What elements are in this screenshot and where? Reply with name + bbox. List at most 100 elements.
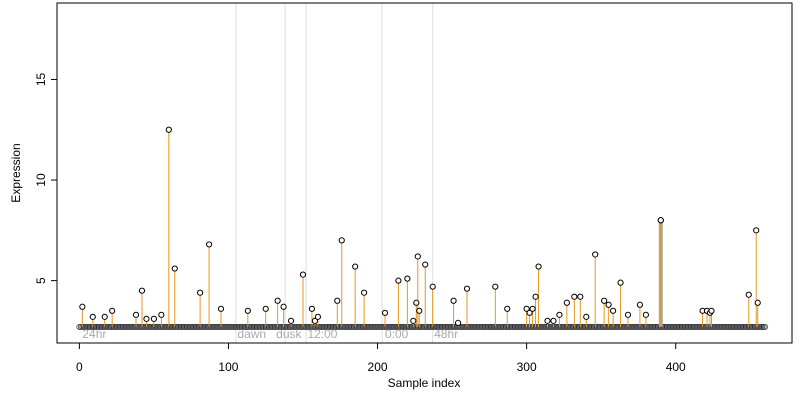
baseline-point	[276, 323, 283, 330]
baseline-point	[723, 323, 730, 330]
baseline-point	[261, 323, 268, 330]
data-point-41	[523, 305, 530, 312]
annotations: 24hr dawn dusk 12:00 0:00 48hr	[82, 327, 458, 341]
baseline-point	[635, 323, 642, 330]
baseline-point	[134, 323, 141, 330]
baseline-point	[320, 323, 327, 330]
baseline-point	[650, 323, 657, 330]
data-point-7	[150, 315, 158, 322]
data-point-59	[636, 301, 644, 308]
baseline-point	[741, 323, 748, 330]
baseline-point	[234, 323, 241, 330]
baseline-point	[222, 323, 229, 330]
baseline-point	[167, 323, 174, 330]
baseline-point	[164, 323, 171, 330]
baseline-point	[738, 323, 745, 330]
baseline-point	[252, 323, 259, 330]
baseline-point	[325, 323, 332, 330]
baseline-point	[313, 323, 320, 330]
baseline-point	[481, 323, 488, 330]
baseline-point	[543, 323, 549, 330]
baseline-point	[599, 323, 606, 330]
baseline-point	[246, 323, 253, 330]
baseline-point	[729, 323, 736, 330]
baseline-point	[713, 323, 719, 330]
y-axis: 5 10 15	[34, 72, 58, 284]
data-point-29	[404, 275, 411, 282]
baseline-point	[295, 323, 302, 330]
baseline-point	[449, 323, 456, 330]
baseline-point	[156, 323, 163, 330]
baseline-point	[744, 323, 751, 330]
data-point-53	[592, 251, 599, 258]
baseline-point	[301, 323, 308, 330]
data-point-22	[314, 313, 322, 320]
data-point-9	[165, 126, 172, 133]
baseline-point	[619, 323, 625, 330]
x-axis-title: Sample index	[388, 376, 461, 390]
baseline-point	[474, 323, 481, 330]
baseline-point	[119, 323, 126, 330]
data-point-32	[414, 253, 421, 260]
baseline-point	[641, 323, 648, 330]
baseline-point	[225, 323, 232, 330]
data-point-45	[535, 263, 542, 270]
baseline-point	[103, 323, 110, 330]
data-point-20	[308, 305, 316, 312]
points-series	[79, 126, 761, 326]
baseline-point	[152, 323, 159, 330]
baseline-point	[322, 323, 329, 330]
baseline-point	[170, 323, 177, 330]
x-tick-label: 300	[517, 360, 537, 374]
y-tick-label: 5	[34, 277, 48, 284]
baseline-point	[107, 323, 114, 330]
y-axis-title: Expression	[9, 143, 23, 202]
baseline-point	[431, 323, 438, 330]
baseline-point	[362, 323, 369, 330]
baseline-point	[552, 323, 558, 330]
baseline-point	[668, 323, 675, 330]
baseline-point	[195, 323, 202, 330]
baseline-point	[727, 323, 734, 330]
data-point-55	[605, 301, 612, 308]
baseline-point	[213, 323, 220, 330]
baseline-point	[268, 323, 275, 330]
baseline-point	[692, 323, 699, 330]
baseline-point	[240, 323, 247, 330]
baseline-point	[484, 323, 491, 330]
data-point-40	[504, 305, 511, 312]
y-tick-label: 10	[34, 173, 48, 187]
baseline-point	[695, 323, 702, 330]
baseline-point	[353, 323, 360, 330]
baseline-point	[513, 323, 520, 330]
baseline-point	[486, 323, 493, 330]
baseline-point	[472, 323, 479, 330]
baseline-point	[376, 323, 382, 330]
data-point-8	[158, 311, 165, 318]
data-point-42	[526, 309, 533, 316]
baseline-point	[113, 323, 120, 330]
baseline-point	[94, 323, 101, 330]
baseline-point	[557, 323, 564, 330]
baseline-point	[124, 323, 131, 330]
baseline-point	[747, 323, 754, 330]
baseline-point	[115, 323, 122, 330]
baseline-point	[760, 323, 767, 330]
baseline-point	[720, 323, 727, 330]
baseline-point	[127, 323, 134, 330]
data-point-25	[352, 263, 359, 270]
baseline-point	[393, 323, 400, 330]
data-point-50	[571, 293, 578, 300]
baseline-point	[343, 323, 350, 330]
baseline-point	[289, 323, 296, 330]
data-point-17	[280, 303, 287, 310]
baseline-point	[128, 323, 135, 330]
baseline-point	[681, 323, 688, 330]
baseline-point	[648, 323, 655, 330]
baseline-point	[629, 323, 636, 330]
baseline-point	[428, 323, 435, 330]
baseline-point	[231, 323, 238, 330]
baseline-point	[693, 323, 700, 330]
baseline-point	[304, 323, 311, 330]
baseline-point	[396, 323, 403, 330]
